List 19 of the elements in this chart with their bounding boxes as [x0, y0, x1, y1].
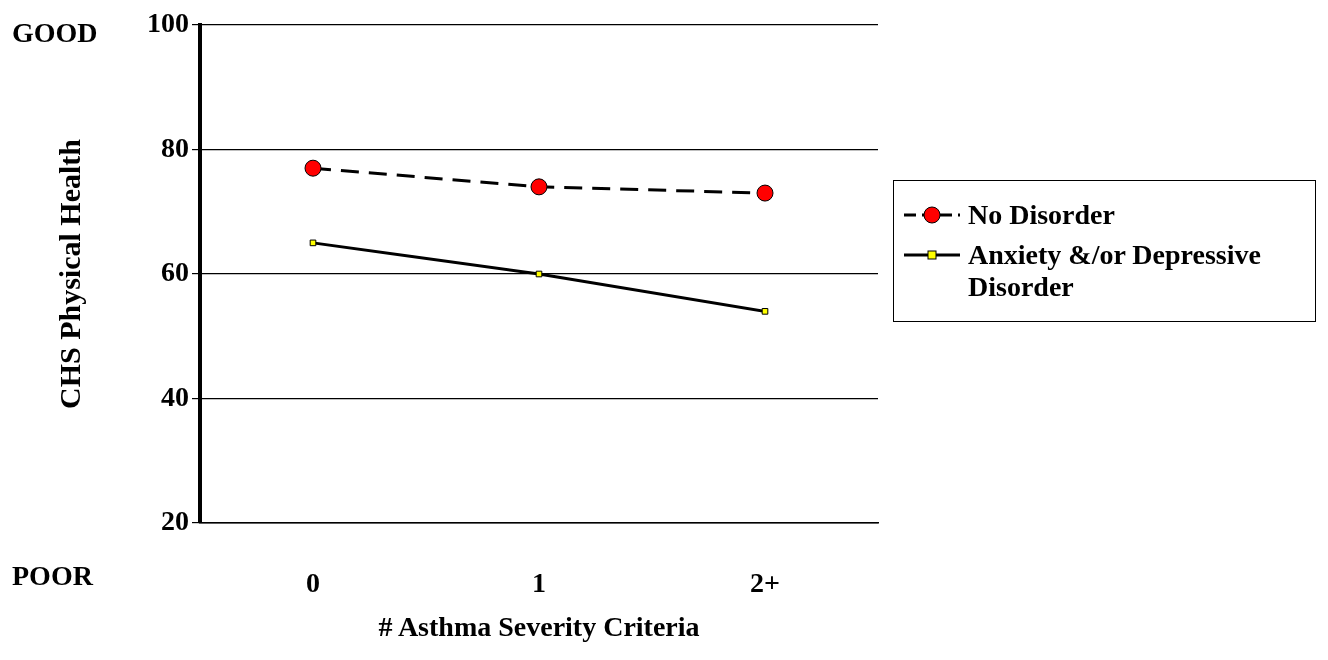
- text: POOR: [12, 560, 94, 592]
- y-tick-label: 40: [161, 380, 189, 412]
- y-tick-label: 80: [161, 131, 189, 163]
- legend-label: No Disorder: [968, 199, 1115, 231]
- point: [756, 184, 774, 202]
- point: [530, 178, 548, 196]
- y-axis-title: CHS Physical Health: [52, 138, 86, 410]
- x-tick-label: 0: [306, 567, 320, 599]
- x-tick-label: 2+: [750, 567, 780, 599]
- y-tick-label: 100: [147, 7, 189, 39]
- point: [309, 239, 317, 247]
- legend-label: Anxiety &/or Depressive Disorder: [968, 239, 1262, 303]
- x-axis-title: # Asthma Severity Criteria: [378, 611, 700, 643]
- y-tick-label: 20: [161, 505, 189, 537]
- point: [304, 159, 322, 177]
- y-tick-label: 60: [161, 256, 189, 288]
- text: GOOD: [12, 17, 98, 49]
- point: [761, 308, 769, 315]
- x-tick-label: 1: [532, 567, 546, 599]
